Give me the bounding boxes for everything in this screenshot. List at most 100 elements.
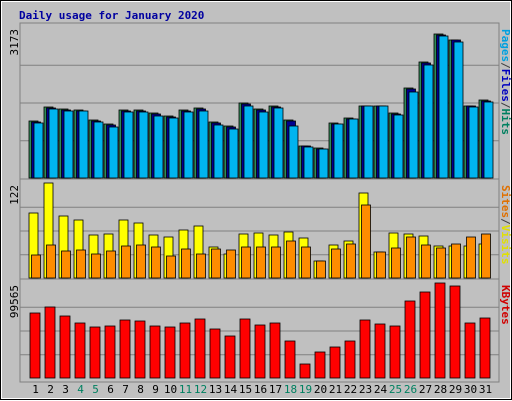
x-tick-label-23: 23 [359,383,372,396]
bar-sites-day-13 [211,248,221,279]
bar-kbytes-day-26 [404,300,416,379]
x-tick-label-6: 6 [107,383,114,396]
bar-pages-day-29 [453,41,464,179]
bar-pages-day-8 [138,111,149,179]
bar-kbytes-day-5 [89,326,101,379]
bar-sites-day-17 [271,246,281,279]
bar-pages-day-25 [393,114,404,179]
x-tick-label-9: 9 [152,383,159,396]
x-tick-label-11: 11 [179,383,192,396]
bar-pages-day-26 [408,91,419,179]
bar-sites-day-10 [166,255,176,279]
bar-kbytes-day-4 [74,322,86,379]
legend-pages: Pages [499,29,512,62]
x-tick-label-8: 8 [137,383,144,396]
x-tick-label-30: 30 [464,383,477,396]
x-tick-label-29: 29 [449,383,462,396]
bar-pages-day-20 [318,148,329,179]
bar-pages-day-3 [63,110,74,179]
bar-pages-day-17 [273,107,284,179]
legend-slash: / [499,218,512,225]
x-tick-label-12: 12 [194,383,207,396]
bar-sites-day-29 [451,243,461,279]
bar-sites-day-25 [391,247,401,279]
bar-sites-day-15 [241,246,251,279]
x-tick-label-7: 7 [122,383,129,396]
panel-visitors-legend: Sites/Visits [499,185,512,265]
bar-pages-day-19 [303,146,314,179]
legend-hits: Hits [499,109,512,136]
panel-visitors-max-label: 122 [8,185,21,205]
x-tick-label-19: 19 [299,383,312,396]
bar-sites-day-7 [121,245,131,279]
bar-pages-day-27 [423,64,434,179]
x-tick-label-21: 21 [329,383,342,396]
bar-sites-day-31 [481,233,491,279]
x-tick-label-4: 4 [77,383,84,396]
legend-files: Files [499,69,512,102]
bar-pages-day-18 [288,125,299,179]
bar-kbytes-day-10 [164,326,176,379]
panel-kbytes-legend: KBytes [499,285,512,325]
bar-kbytes-day-27 [419,291,431,379]
legend-kbytes: KBytes [499,285,512,325]
x-tick-label-15: 15 [239,383,252,396]
bar-kbytes-day-25 [389,325,401,379]
bar-sites-day-26 [406,236,416,279]
x-tick-label-3: 3 [62,383,69,396]
bar-sites-day-16 [256,246,266,279]
x-tick-label-25: 25 [389,383,402,396]
bar-sites-day-18 [286,240,296,279]
bar-kbytes-day-15 [239,318,251,379]
bar-sites-day-14 [226,249,236,279]
bar-pages-day-16 [258,111,269,179]
panel-traffic-legend: Pages/Files/Hits [499,29,512,135]
x-tick-label-28: 28 [434,383,447,396]
bar-sites-day-21 [331,248,341,279]
legend-slash: / [499,62,512,69]
bar-sites-day-12 [196,253,206,279]
x-tick-label-2: 2 [47,383,54,396]
bar-sites-day-6 [106,250,116,279]
x-tick-label-14: 14 [224,383,238,396]
bar-kbytes-day-6 [104,325,116,379]
panel-traffic-max-label: 3173 [8,29,21,56]
bar-pages-day-21 [333,123,344,179]
bar-kbytes-day-21 [329,346,341,379]
bar-kbytes-day-3 [59,315,71,379]
bar-pages-day-24 [378,105,389,179]
bar-sites-day-2 [46,244,56,279]
bar-pages-day-31 [483,101,494,179]
bar-sites-day-23 [361,204,371,279]
bar-kbytes-day-17 [269,322,281,379]
bar-pages-day-15 [243,105,254,179]
x-tick-label-22: 22 [344,383,357,396]
x-tick-label-17: 17 [269,383,282,396]
bar-sites-day-5 [91,253,101,279]
x-tick-label-5: 5 [92,383,99,396]
bar-kbytes-day-1 [29,312,41,379]
bar-kbytes-day-12 [194,318,206,379]
bar-kbytes-day-19 [299,363,311,379]
x-tick-label-1: 1 [32,383,39,396]
bar-sites-day-22 [346,243,356,279]
bar-pages-day-5 [93,121,104,179]
bar-kbytes-day-24 [374,323,386,379]
bar-pages-day-6 [108,126,119,179]
legend-visits: Visits [499,225,512,265]
x-tick-label-24: 24 [374,383,388,396]
bar-kbytes-day-31 [479,317,491,379]
bar-kbytes-day-8 [134,320,146,379]
x-tick-label-27: 27 [419,383,432,396]
x-tick-label-20: 20 [314,383,327,396]
bar-pages-day-4 [78,110,89,179]
legend-sites: Sites [499,185,512,218]
x-tick-label-16: 16 [254,383,267,396]
bar-sites-day-3 [61,250,71,279]
bar-pages-day-14 [228,128,239,179]
bar-kbytes-day-9 [149,325,161,379]
bar-sites-day-30 [466,236,476,279]
